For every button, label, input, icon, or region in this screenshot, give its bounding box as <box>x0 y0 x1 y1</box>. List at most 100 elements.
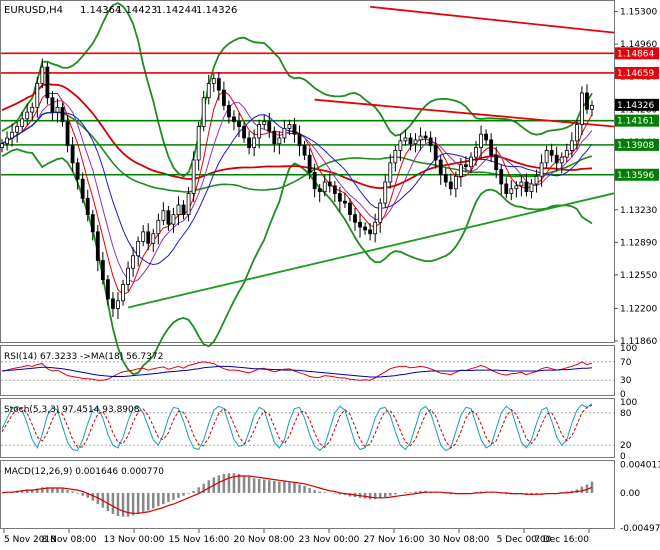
candle-body <box>393 150 398 164</box>
candle-body <box>368 229 373 235</box>
candle-body <box>519 181 524 187</box>
candle-body <box>403 137 408 142</box>
rsi-axis-tick-label: 100 <box>620 344 637 354</box>
candle-body <box>216 78 221 91</box>
level-label-box <box>615 114 659 127</box>
candle-body <box>111 298 115 309</box>
fast-ma-purple-line <box>1 100 593 283</box>
current-price-label: 1.14326 <box>617 101 654 111</box>
x-axis-tick-label: 20 Nov 08:00 <box>234 535 295 545</box>
candle-body <box>267 121 272 132</box>
level-label-1.14659: 1.14659 <box>617 69 654 79</box>
level-label-box <box>615 168 659 181</box>
price-axis-tick-label: 1.14960 <box>620 40 657 50</box>
candle-body <box>100 260 105 281</box>
rsi-series-line-2 <box>1 365 593 378</box>
candle-body <box>554 154 559 164</box>
fast-ma-blue-line <box>1 111 593 266</box>
candle-body <box>55 106 60 113</box>
stoch-header: Stoch(5,3,3) 97.4514 93.8908 <box>4 405 140 415</box>
candle-body <box>131 255 136 269</box>
price-axis-tick-label: 1.12550 <box>620 271 657 281</box>
candle-body <box>438 159 443 175</box>
level-label-box <box>615 47 659 60</box>
price-panel-frame <box>0 0 615 343</box>
trendline-resistance <box>314 98 615 128</box>
level-label-1.14161: 1.14161 <box>617 117 654 127</box>
candle-body <box>282 128 287 139</box>
candle-body <box>458 164 463 177</box>
candle-body <box>539 162 544 177</box>
price-axis-tick-label: 1.12200 <box>620 304 657 314</box>
candle-body <box>499 169 504 185</box>
candle-body <box>509 188 514 194</box>
candle-body <box>95 231 100 261</box>
candle-body <box>534 175 539 185</box>
stoch-axis-tick-label: 20 <box>620 441 632 451</box>
candle-body <box>60 106 65 123</box>
macd-panel: 0.004011 0.00 -0.004978 <box>1 461 660 534</box>
candle-body <box>484 133 489 141</box>
candle-body <box>448 181 453 190</box>
candle-body <box>20 118 25 127</box>
macd-axis-tick-label: 0.004011 <box>620 461 660 471</box>
bollinger-upper-line <box>1 2 593 178</box>
macd-panel-frame <box>0 460 615 529</box>
candle-body <box>25 111 30 120</box>
trendline-descending <box>370 5 615 34</box>
candle-body <box>302 145 307 156</box>
candle-body <box>317 188 322 193</box>
rsi-header: RSI(14) 67.3233 ->MA(18) 56.7372 <box>4 352 163 362</box>
candle-body <box>126 267 130 285</box>
level-label-box <box>615 66 659 79</box>
candle-body <box>494 154 499 170</box>
candle-body <box>196 126 201 161</box>
price-header-open: 1.14364 <box>80 5 121 16</box>
candle-body <box>549 150 554 156</box>
x-axis-tick-label: 5 Dec 00:00 <box>497 535 552 545</box>
candle-body <box>10 131 14 139</box>
candle-body <box>242 126 246 139</box>
candle-body <box>80 178 85 199</box>
trendline-support <box>127 192 615 309</box>
macd-header: MACD(12,26,9) 0.001646 0.000770 <box>4 467 164 477</box>
candle-body <box>378 202 383 223</box>
candle-body <box>292 124 297 135</box>
candle-body <box>544 150 549 164</box>
price-axis-tick-label: 1.12890 <box>620 238 657 248</box>
candle-body <box>65 121 70 147</box>
level-label-1.13908: 1.13908 <box>617 141 654 151</box>
stoch-axis-tick-label: 80 <box>620 409 632 419</box>
candle-body <box>232 116 236 123</box>
stoch-axis-tick-label: 100 <box>620 398 637 408</box>
price-panel: 1.153001.149601.146201.142801.139401.135… <box>0 2 659 376</box>
level-label-box <box>615 138 659 151</box>
candle-body <box>418 135 423 141</box>
x-axis-tick-label: 13 Nov 00:00 <box>104 535 165 545</box>
candle-body <box>413 139 418 145</box>
candle-body <box>348 202 352 215</box>
candle-body <box>191 159 196 194</box>
candle-body <box>287 124 292 129</box>
fast-ma-red-line <box>1 90 593 296</box>
candle-body <box>201 97 206 127</box>
candle-body <box>353 214 357 223</box>
candle-body <box>580 92 584 125</box>
candle-body <box>514 185 519 190</box>
candle-body <box>569 140 574 151</box>
candle-body <box>247 137 252 148</box>
candle-body <box>322 181 327 193</box>
candle-body <box>464 164 468 168</box>
candle-body <box>277 137 282 145</box>
candle-body <box>35 82 40 108</box>
candle-body <box>136 241 141 257</box>
candle-body <box>327 181 332 187</box>
x-axis-tick-label: 23 Nov 00:00 <box>299 535 360 545</box>
candle-body <box>166 210 171 225</box>
price-axis-tick-label: 1.11860 <box>620 337 657 347</box>
slow-ma-line <box>1 83 593 190</box>
candle-body <box>156 219 161 235</box>
price-header-low: 1.14244 <box>156 5 197 16</box>
candle-body <box>45 66 50 99</box>
